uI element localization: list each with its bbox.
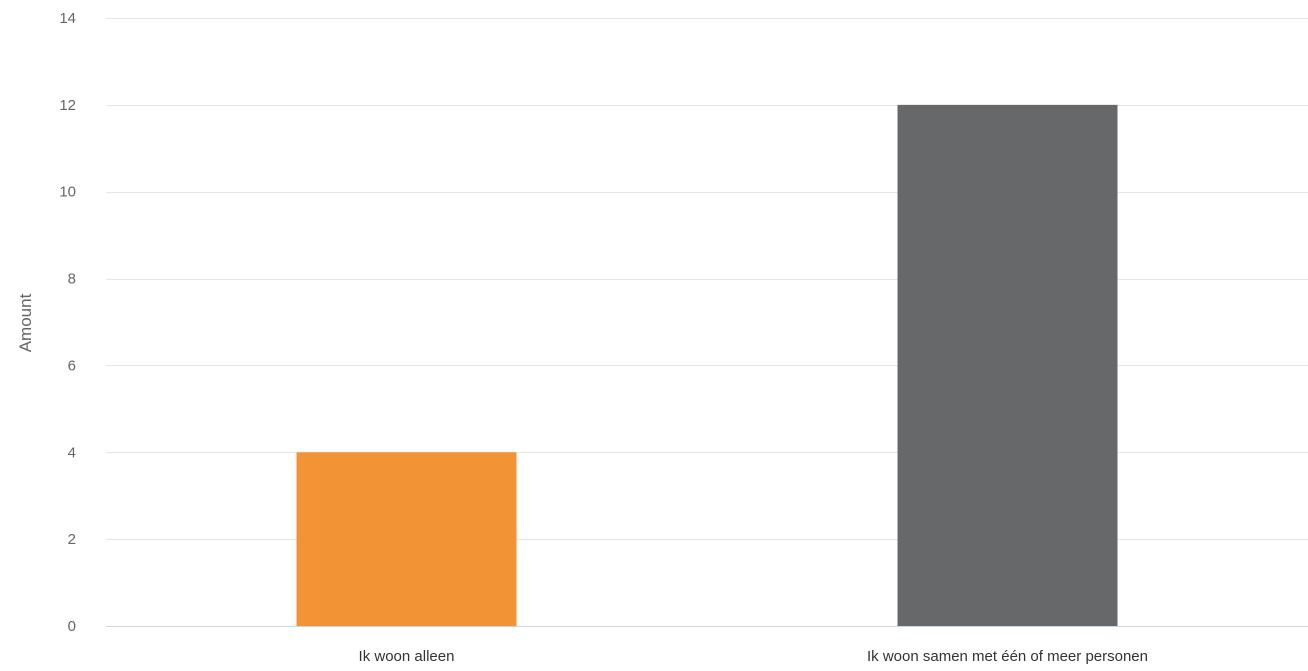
bars xyxy=(296,104,1118,627)
y-tick-label: 4 xyxy=(68,444,76,461)
gridlines xyxy=(106,18,1308,627)
y-tick-label: 6 xyxy=(68,357,76,374)
x-tick-label: Ik woon alleen xyxy=(359,648,455,665)
x-tick-label: Ik woon samen met één of meer personen xyxy=(867,648,1148,665)
bar-2[interactable] xyxy=(897,104,1118,627)
y-tick-label: 8 xyxy=(68,271,76,288)
x-axis-ticks: Ik woon alleen Ik woon samen met één of m… xyxy=(359,648,1148,665)
bar-1[interactable] xyxy=(296,452,517,626)
y-tick-label: 2 xyxy=(68,531,76,548)
y-tick-label: 12 xyxy=(59,97,76,114)
y-axis-title: Amount xyxy=(16,293,35,352)
y-axis-ticks: 0 2 4 6 8 10 12 14 xyxy=(59,10,76,635)
y-tick-label: 10 xyxy=(59,184,76,201)
y-tick-label: 14 xyxy=(59,10,76,27)
y-tick-label: 0 xyxy=(68,618,76,635)
